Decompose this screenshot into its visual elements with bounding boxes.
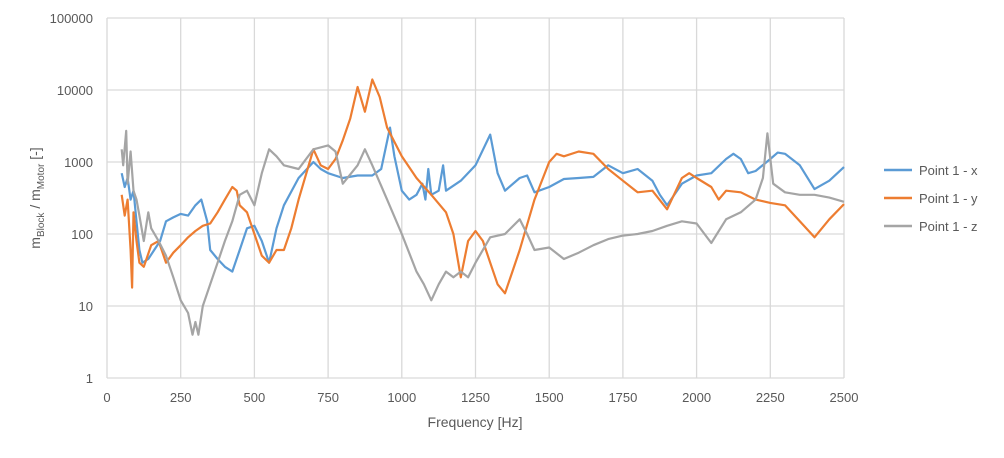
y-tick-label: 10000 <box>57 83 93 98</box>
legend-label: Point 1 - x <box>919 163 978 178</box>
x-tick-label: 2250 <box>756 390 785 405</box>
x-tick-label: 1000 <box>387 390 416 405</box>
x-tick-label: 0 <box>103 390 110 405</box>
x-tick-label: 250 <box>170 390 192 405</box>
x-tick-label: 500 <box>244 390 266 405</box>
series-lines <box>120 78 845 336</box>
legend-label: Point 1 - y <box>919 191 978 206</box>
y-tick-label: 100000 <box>50 11 93 26</box>
x-tick-label: 1750 <box>608 390 637 405</box>
y-axis-label: mBlock / mMotor [-] <box>27 147 47 248</box>
series-line-1 <box>120 126 845 273</box>
x-tick-label: 2000 <box>682 390 711 405</box>
x-tick-label: 1250 <box>461 390 490 405</box>
x-tick-label: 2500 <box>830 390 859 405</box>
x-tick-labels: 0 250 500 750 1000 1250 1500 1750 2000 2250 2500 <box>103 390 858 405</box>
y-tick-label: 1000 <box>64 155 93 170</box>
series-line-3 <box>120 129 845 336</box>
y-tick-labels: 1 10 100 1000 10000 100000 <box>50 11 93 386</box>
legend: Point 1 - x Point 1 - y Point 1 - z <box>884 163 978 234</box>
series-line-2 <box>120 78 845 295</box>
y-tick-label: 100 <box>71 227 93 242</box>
y-tick-label: 10 <box>79 299 93 314</box>
y-tick-label: 1 <box>86 371 93 386</box>
legend-label: Point 1 - z <box>919 219 978 234</box>
x-tick-label: 750 <box>317 390 339 405</box>
x-axis-label: Frequency [Hz] <box>428 414 523 430</box>
grid <box>106 17 845 379</box>
x-tick-label: 1500 <box>535 390 564 405</box>
